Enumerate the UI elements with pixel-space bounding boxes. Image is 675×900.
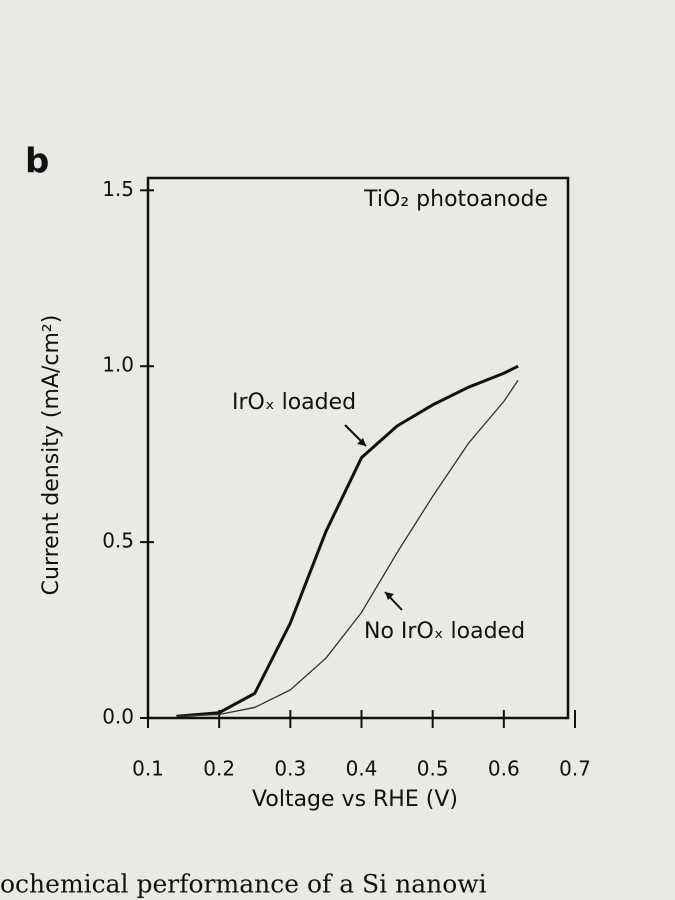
y-tick-label: 1.5 <box>102 177 134 201</box>
x-tick-label: 0.2 <box>203 757 235 781</box>
x-tick-label: 0.6 <box>488 757 520 781</box>
x-tick-label: 0.5 <box>417 757 449 781</box>
panel-label: b <box>25 142 49 182</box>
y-tick-label: 1.0 <box>102 353 134 377</box>
x-tick-label: 0.4 <box>346 757 378 781</box>
series-label: IrOₓ loaded <box>232 390 356 415</box>
series-line <box>176 364 519 718</box>
caption: ochemical performance of a Si nanowi <box>0 870 487 899</box>
plot-frame <box>146 176 570 720</box>
series-label: No IrOₓ loaded <box>364 619 525 644</box>
x-tick-label: 0.7 <box>559 757 591 781</box>
x-tick-label: 0.1 <box>132 757 164 781</box>
series-line <box>176 379 519 717</box>
y-tick-label: 0.5 <box>102 529 134 553</box>
x-axis-label: Voltage vs RHE (V) <box>252 787 458 812</box>
arrowhead <box>385 592 394 600</box>
chart-title: TiO₂ photoanode <box>363 187 548 212</box>
arrowhead <box>357 438 366 446</box>
y-axis-label: Current density (mA/cm²) <box>39 315 64 596</box>
y-tick-label: 0.0 <box>102 705 134 729</box>
x-tick-label: 0.3 <box>274 757 306 781</box>
